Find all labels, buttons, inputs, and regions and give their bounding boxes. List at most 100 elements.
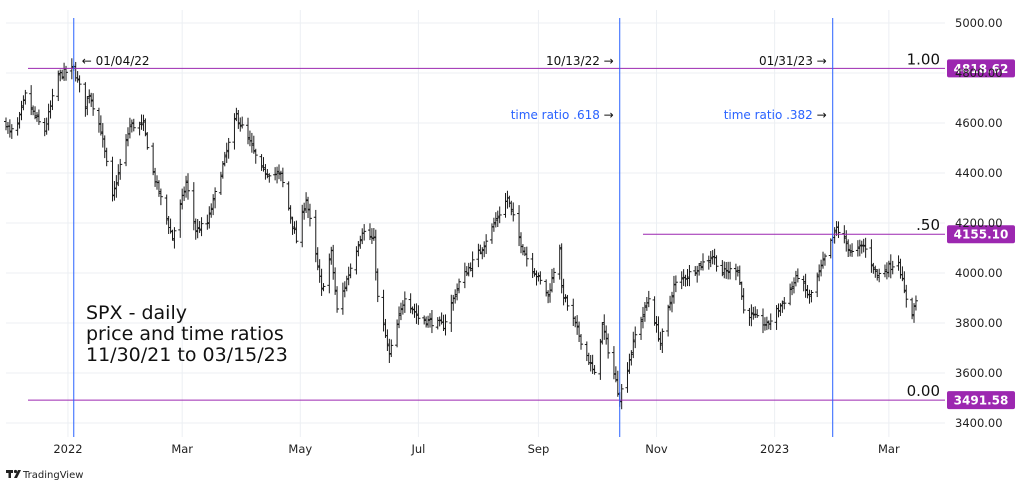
- y-tick-label: 3400.00: [955, 416, 1003, 430]
- ohlc-bar: [360, 228, 365, 245]
- ohlc-bar: [180, 188, 185, 210]
- ohlc-bar: [586, 352, 591, 366]
- ohlc-bar: [538, 271, 543, 285]
- ohlc-bar: [530, 252, 535, 279]
- x-tick-label: 2022: [53, 442, 82, 456]
- ohlc-bar: [629, 350, 634, 366]
- ohlc-bar: [683, 274, 688, 287]
- ohlc-bar: [246, 117, 251, 145]
- ohlc-bar: [356, 241, 361, 257]
- ohlc-bar: [437, 316, 442, 327]
- ohlc-bar: [451, 294, 456, 311]
- ohlc-bar: [737, 265, 742, 285]
- ohlc-bar: [410, 306, 415, 315]
- ohlc-bar: [15, 117, 20, 136]
- ohlc-bar: [673, 275, 678, 293]
- ohlc-bar: [85, 96, 90, 116]
- ohlc-bar: [780, 300, 785, 313]
- tradingview-logo[interactable]: TradingView: [6, 469, 83, 481]
- ohlc-bar: [280, 167, 285, 188]
- ohlc-bar: [143, 118, 148, 137]
- ohlc-bar: [381, 289, 386, 332]
- ohlc-bar: [457, 278, 462, 294]
- ohlc-bar: [286, 181, 291, 211]
- ohlc-bar: [801, 275, 806, 292]
- ohlc-bar: [606, 333, 611, 359]
- ohlc-bar: [803, 273, 808, 298]
- ohlc-bar: [240, 116, 245, 129]
- title-line-1: SPX - daily: [86, 302, 187, 324]
- ohlc-bar: [708, 250, 713, 268]
- ohlc-bar: [23, 89, 28, 105]
- ohlc-bar: [449, 294, 454, 332]
- ohlc-bar: [129, 119, 134, 133]
- ohlc-bar: [247, 130, 252, 147]
- ohlc-bar: [761, 308, 766, 334]
- ohlc-bar: [36, 109, 41, 125]
- ohlc-bar: [598, 338, 603, 380]
- ohlc-bar: [4, 117, 8, 131]
- ohlc-bar: [340, 282, 345, 315]
- ohlc-bar: [882, 264, 887, 278]
- ohlc-bar: [503, 192, 508, 218]
- ohlc-bar: [44, 117, 49, 135]
- ohlc-bar: [489, 223, 494, 244]
- ohlc-bar: [904, 284, 909, 308]
- ohlc-bar: [127, 117, 132, 139]
- ohlc-bar: [910, 297, 915, 320]
- ohlc-bar: [900, 266, 905, 282]
- ohlc-bar: [509, 200, 514, 216]
- ohlc-bar: [110, 156, 115, 202]
- x-tick-label: May: [288, 442, 312, 456]
- ohlc-bar: [480, 247, 485, 260]
- ohlc-bar: [77, 75, 82, 93]
- level-price-label: 4155.10: [954, 228, 1009, 242]
- price-axis[interactable]: 3400.00 3600.00 3800.00 4000.00 4200.00 4400.…: [955, 16, 1003, 430]
- ohlc-bar: [546, 290, 551, 304]
- ohlc-bar: [548, 283, 553, 303]
- ohlc-bar: [497, 206, 502, 224]
- ohlc-bar: [185, 173, 190, 200]
- ohlc-bar: [145, 132, 150, 150]
- ohlc-bar: [358, 235, 363, 249]
- ohlc-bar: [7, 119, 12, 138]
- time-ratio-label: time ratio .618 →: [511, 108, 614, 122]
- ohlc-bar: [124, 134, 129, 167]
- ohlc-bar: [646, 290, 651, 308]
- ohlc-bar: [9, 124, 14, 139]
- ohlc-bar: [625, 362, 630, 393]
- ohlc-bar: [741, 288, 746, 314]
- ohlc-bar: [383, 318, 388, 338]
- time-axis[interactable]: 2022 Mar May Jul Sep Nov 2023 Mar: [53, 442, 900, 456]
- ohlc-bar: [857, 239, 862, 257]
- ohlc-bar: [836, 221, 841, 239]
- level-price-label: 4818.62: [954, 62, 1009, 76]
- ohlc-bar: [205, 214, 210, 230]
- ohlc-bar: [238, 117, 243, 132]
- ohlc-bar: [476, 243, 481, 268]
- ohlc-bar: [712, 248, 717, 265]
- chart-title: SPX - daily price and time ratios 11/30/…: [86, 302, 288, 366]
- ohlc-bar: [253, 148, 258, 164]
- ohlc-bar: [706, 255, 711, 270]
- title-line-3: 11/30/21 to 03/15/23: [86, 344, 288, 366]
- ohlc-bar: [671, 275, 676, 304]
- ohlc-bar: [666, 304, 671, 337]
- ohlc-bar: [755, 309, 760, 318]
- ohlc-bar: [209, 203, 214, 218]
- ohlc-bar: [884, 262, 889, 280]
- level-price-badge: [947, 225, 1015, 244]
- ohlc-bar: [170, 229, 175, 241]
- ohlc-bar: [470, 251, 475, 278]
- date-arrow-label: 01/31/23 →: [759, 54, 827, 68]
- ohlc-bar: [226, 137, 231, 159]
- ohlc-bar: [848, 244, 853, 257]
- ohlc-bar: [19, 100, 24, 121]
- ohlc-bar: [652, 296, 657, 326]
- time-ratio-label: time ratio .382 →: [724, 108, 827, 122]
- ohlc-bar: [544, 279, 549, 297]
- ohlc-bar: [408, 293, 413, 314]
- ohlc-bar: [633, 326, 638, 349]
- y-tick-label: 4200.00: [955, 216, 1003, 230]
- ohlc-bar: [726, 261, 731, 280]
